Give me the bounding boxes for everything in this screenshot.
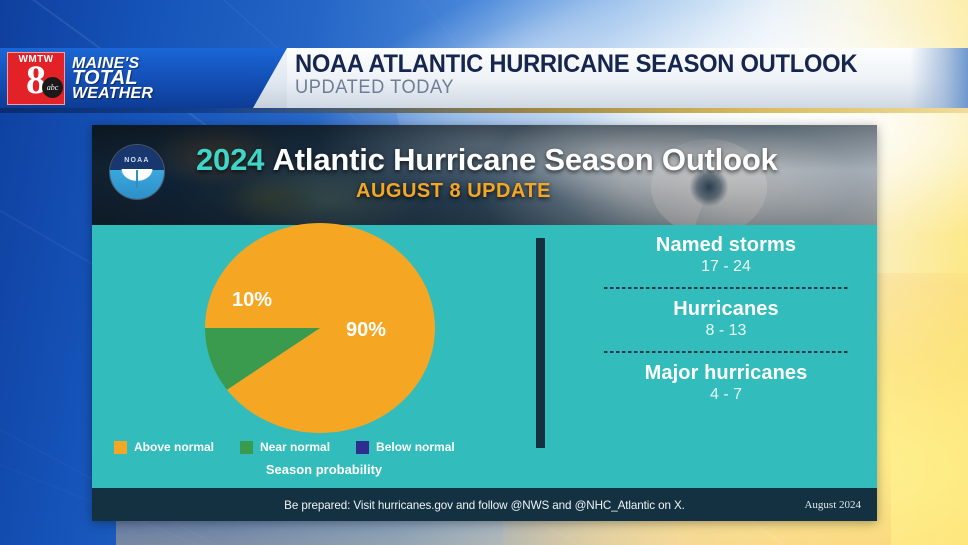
season-probability-pie-chart: 90% 10%: [180, 220, 460, 435]
graphic-body: 90% 10% Named storms 17 - 24 Hurricanes …: [92, 223, 877, 488]
station-channel-number: 8: [26, 56, 46, 102]
station-branding: WMTW 8 abc MAINE'S TOTAL WEATHER: [0, 48, 253, 108]
brand-line-1: MAINE'S: [72, 54, 140, 72]
stat-label: Major hurricanes: [644, 362, 808, 384]
graphic-headline: 2024 Atlantic Hurricane Season Outlook: [196, 142, 778, 178]
pie-slice-near-normal: [205, 328, 320, 390]
legend-item-near-normal: Near normal: [240, 440, 330, 454]
forecast-stats-list: Named storms 17 - 24 Hurricanes 8 - 13 M…: [592, 233, 860, 405]
vertical-divider: [536, 238, 545, 448]
station-callsign: WMTW: [18, 53, 54, 65]
update-banner: AUGUST 8 UPDATE: [356, 180, 551, 202]
satellite-header-banner: NOAA 2024 Atlantic Hurricane Season Outl…: [92, 125, 877, 225]
banner-darken-overlay: [92, 125, 877, 225]
brand-line-2: TOTAL: [72, 66, 138, 89]
title-bar-slant-divider: [253, 48, 287, 108]
brand-line-3: WEATHER: [72, 84, 154, 102]
chart-legend: Above normal Near normal Below normal: [114, 440, 534, 454]
noaa-seal-label: NOAA: [124, 157, 150, 164]
legend-item-above-normal: Above normal: [114, 440, 214, 454]
outlook-year: 2024: [196, 142, 265, 177]
noaa-outlook-graphic: NOAA 2024 Atlantic Hurricane Season Outl…: [92, 125, 877, 521]
legend-swatch-icon: [356, 440, 370, 454]
outlook-headline-text: Atlantic Hurricane Season Outlook: [272, 142, 778, 177]
station-brand-text: MAINE'S TOTAL WEATHER: [72, 54, 154, 102]
legend-label: Above normal: [134, 440, 215, 454]
pie-slice-above-normal: [205, 223, 435, 434]
graphic-footer: Be prepared: Visit hurricanes.gov and fo…: [92, 488, 877, 521]
season-probability-label: Season probability: [265, 462, 383, 477]
pie-chart-svg: 90% 10%: [205, 223, 435, 434]
abc-network-badge: abc: [42, 76, 63, 98]
stat-value: 4 - 7: [709, 386, 742, 403]
page-title: NOAA ATLANTIC HURRICANE SEASON OUTLOOK: [295, 50, 858, 78]
footer-message: Be prepared: Visit hurricanes.gov and fo…: [284, 497, 685, 512]
stat-value: 8 - 13: [705, 322, 747, 339]
pie-label-near-normal: 10%: [232, 289, 272, 311]
legend-label: Near normal: [260, 440, 331, 454]
stat-value: 17 - 24: [701, 258, 751, 275]
legend-swatch-icon: [240, 440, 254, 454]
legend-swatch-icon: [114, 440, 127, 454]
stat-label: Named storms: [655, 234, 797, 256]
stat-separator: [604, 351, 848, 353]
page-subtitle: UPDATED TODAY: [295, 77, 455, 98]
hurricane-swirl: [651, 139, 768, 225]
legend-label: Below normal: [376, 440, 455, 454]
stat-label: Hurricanes: [673, 298, 779, 320]
wmtw-channel8-logo: WMTW 8 abc: [7, 51, 65, 105]
footer-date: August 2024: [804, 498, 861, 511]
broadcast-title-bar: WMTW 8 abc MAINE'S TOTAL WEATHER NOAA AT…: [0, 48, 968, 113]
stat-row: Major hurricanes 4 - 7: [592, 361, 860, 405]
stat-row: Hurricanes 8 - 13: [592, 297, 860, 341]
stat-row: Named storms 17 - 24: [592, 233, 860, 277]
stat-separator: [604, 287, 848, 289]
noaa-logo-icon: NOAA: [110, 145, 164, 199]
pie-label-above-normal: 90%: [346, 319, 386, 341]
legend-item-below-normal: Below normal: [356, 440, 455, 454]
noaa-seagull-beak: [136, 169, 138, 188]
title-bar-headline-area: NOAA ATLANTIC HURRICANE SEASON OUTLOOK U…: [287, 48, 968, 108]
